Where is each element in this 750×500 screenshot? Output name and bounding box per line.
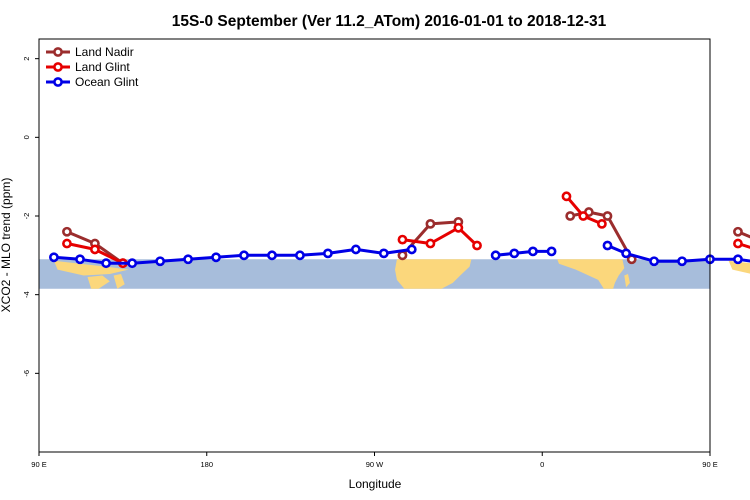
y-tick-label: -4 <box>22 291 31 298</box>
data-point <box>295 250 305 261</box>
series-line <box>495 249 552 257</box>
legend-marker <box>53 47 63 57</box>
data-point <box>565 211 576 221</box>
legend-marker <box>53 62 63 72</box>
madagascar-land <box>624 274 630 288</box>
data-point <box>546 246 557 257</box>
chart-title: 15S-0 September (Ver 11.2_ATom) 2016-01-… <box>172 13 607 30</box>
x-tick-label: 90 W <box>366 460 384 469</box>
legend-label: Land Glint <box>75 60 130 74</box>
x-tick-label: 90 E <box>702 460 717 469</box>
y-tick-label: 0 <box>22 135 31 139</box>
data-point <box>90 244 100 255</box>
y-tick-label: -2 <box>22 213 31 220</box>
data-point <box>733 254 743 265</box>
series-line <box>606 244 750 263</box>
data-point <box>75 254 85 265</box>
legend-marker <box>53 77 63 87</box>
legend-entry: Land Glint <box>46 60 130 74</box>
x-tick-label: 0 <box>540 460 544 469</box>
x-tick-label: 180 <box>200 460 213 469</box>
x-axis-label: Longitude <box>349 477 402 491</box>
data-point <box>378 248 389 259</box>
data-point <box>649 256 659 267</box>
south-america-land <box>395 259 472 289</box>
y-axis-label: XCO2 - MLO trend (ppm) <box>0 178 13 313</box>
data-point <box>155 256 166 267</box>
data-point <box>425 238 436 249</box>
data-point <box>183 254 194 265</box>
y-tick-label: -6 <box>22 370 31 377</box>
data-point <box>323 248 333 259</box>
series-land-glint <box>62 191 750 269</box>
australia-land-left <box>87 275 110 289</box>
data-point <box>267 250 277 261</box>
data-point <box>239 250 249 261</box>
series-line <box>737 242 750 249</box>
data-point <box>211 252 221 263</box>
y-tick-label: 2 <box>22 57 31 61</box>
y-axis: 2 0 -2 -4 -6 <box>22 57 39 377</box>
data-point <box>101 258 111 269</box>
legend-entry: Land Nadir <box>46 45 134 59</box>
legend-label: Ocean Glint <box>75 75 139 89</box>
newguinea-land-left <box>113 274 125 289</box>
data-point <box>677 256 687 267</box>
plot-area <box>38 38 750 453</box>
x-axis: 90 E 180 90 W 0 90 E <box>31 452 718 469</box>
data-point <box>733 226 743 237</box>
data-point <box>472 240 482 251</box>
data-point <box>62 238 72 249</box>
data-point <box>397 250 408 261</box>
data-point <box>509 248 520 259</box>
land-masses <box>53 259 750 289</box>
series-group <box>49 191 750 269</box>
data-point <box>733 238 743 249</box>
indonesia-land-left <box>53 260 129 276</box>
data-point <box>490 250 501 261</box>
data-point <box>425 218 436 229</box>
data-point <box>578 211 589 221</box>
data-point <box>528 246 538 257</box>
data-point <box>350 244 361 255</box>
series-line <box>737 230 750 239</box>
legend-label: Land Nadir <box>75 45 134 59</box>
data-point <box>596 218 607 229</box>
series-ocean-glint <box>49 240 750 269</box>
legend-entry: Ocean Glint <box>46 75 139 89</box>
data-point <box>621 248 632 259</box>
africa-land <box>557 259 625 289</box>
data-point <box>602 211 613 221</box>
data-point <box>49 252 59 263</box>
data-point <box>62 226 72 237</box>
data-point <box>602 240 613 251</box>
x-tick-label: 90 E <box>31 460 46 469</box>
indonesia-land-right <box>728 260 750 274</box>
data-point <box>561 191 572 202</box>
data-point <box>453 222 464 233</box>
data-point <box>406 244 417 255</box>
series-line <box>402 226 479 247</box>
data-point <box>397 234 408 245</box>
data-point <box>127 258 138 269</box>
